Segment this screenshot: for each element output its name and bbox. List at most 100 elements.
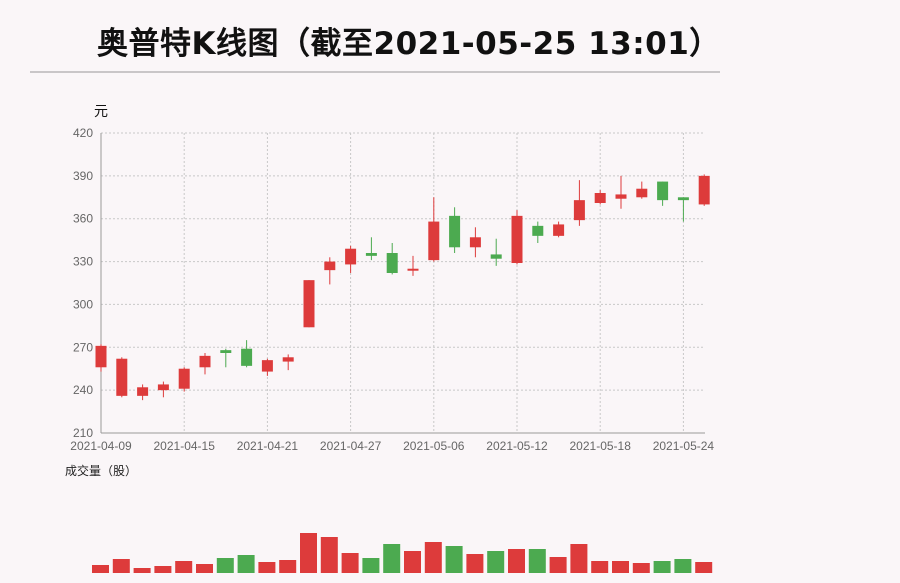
volume-bars: [92, 533, 713, 573]
candle: [469, 227, 481, 258]
candle-body: [157, 384, 169, 391]
candle-body: [698, 175, 710, 205]
candle-body: [511, 215, 523, 263]
volume-label: 成交量（股）: [65, 463, 137, 478]
volume-bar: [362, 558, 380, 573]
y-tick-label: 390: [73, 169, 93, 183]
candle: [511, 210, 523, 265]
x-tick-label: 2021-05-06: [403, 439, 465, 453]
candle: [345, 245, 357, 273]
candle-body: [220, 350, 232, 353]
candle-body: [365, 253, 377, 256]
candle: [261, 358, 273, 376]
title-divider: [30, 71, 720, 73]
x-tick-label: 2021-05-24: [653, 439, 715, 453]
volume-bar: [404, 551, 421, 573]
candle: [657, 181, 669, 206]
x-tick-label: 2021-05-12: [486, 439, 548, 453]
candle-body: [407, 268, 419, 271]
candle-body: [324, 261, 336, 271]
candle: [282, 354, 294, 371]
volume-bar: [258, 562, 276, 573]
candle-body: [345, 248, 357, 265]
candle: [553, 221, 565, 238]
volume-bar: [549, 557, 567, 573]
candle: [677, 197, 689, 222]
volume-bar: [175, 561, 193, 573]
volume-bar: [632, 563, 650, 573]
candle-body: [178, 368, 190, 389]
candle-body: [677, 197, 689, 201]
candle-body: [95, 345, 107, 368]
candle-body: [282, 357, 294, 362]
candle: [178, 367, 190, 392]
x-tick-labels: 2021-04-09 2021-04-15 2021-04-21 2021-04-27…: [70, 439, 714, 453]
volume-bar: [487, 551, 505, 573]
volume-bar: [279, 560, 297, 573]
volume-bar: [341, 553, 359, 573]
y-tick-label: 210: [73, 426, 93, 440]
volume-bar: [508, 549, 525, 573]
candle: [199, 353, 211, 375]
volume-bar: [612, 561, 629, 573]
candle: [95, 344, 107, 372]
grid: [101, 132, 705, 433]
volume-bar: [196, 564, 213, 573]
candle: [428, 197, 440, 262]
candle-body: [490, 254, 502, 259]
volume-bar: [424, 542, 442, 573]
x-tick-label: 2021-04-09: [70, 439, 132, 453]
candle: [615, 175, 627, 209]
candle: [241, 340, 253, 368]
y-tick-label: 420: [73, 126, 93, 140]
candle-body: [241, 348, 253, 366]
x-tick-label: 2021-04-15: [154, 439, 216, 453]
price-unit-label: 元: [94, 104, 108, 120]
candle-body: [657, 181, 669, 201]
volume-bar: [445, 546, 463, 573]
candle-body: [261, 360, 273, 372]
volume-bar: [653, 561, 671, 573]
candle: [386, 243, 398, 275]
volume-bar: [570, 544, 588, 573]
y-tick-label: 270: [73, 340, 93, 354]
candle: [407, 255, 419, 276]
chart-title: 奥普特K线图（截至2021-05-25 13:01）: [97, 26, 721, 62]
y-tick-label: 330: [73, 255, 93, 269]
volume-bar: [112, 559, 130, 573]
volume-bar: [695, 562, 713, 573]
candle: [698, 174, 710, 206]
volume-bar: [591, 561, 609, 573]
candle: [220, 348, 232, 368]
candle: [116, 357, 128, 398]
axes: [100, 133, 705, 434]
candle-body: [532, 225, 544, 236]
volume-bar: [92, 565, 109, 573]
candle: [303, 280, 315, 328]
candle-body: [594, 193, 606, 203]
candle-body: [469, 237, 481, 248]
candle: [594, 190, 606, 205]
volume-bar: [237, 555, 255, 573]
candle-body: [303, 280, 315, 328]
candle-body: [615, 194, 627, 199]
volume-bar: [133, 568, 151, 573]
x-tick-label: 2021-04-21: [237, 439, 299, 453]
volume-bar: [216, 558, 234, 573]
y-tick-label: 240: [73, 383, 93, 397]
volume-bar: [383, 544, 401, 573]
x-tick-label: 2021-05-18: [570, 439, 632, 453]
volume-bar: [154, 566, 172, 573]
candle-body: [428, 221, 440, 261]
candle-body: [199, 355, 211, 368]
volume-bar: [674, 559, 692, 573]
volume-bar: [320, 537, 338, 573]
x-tick-label: 2021-04-27: [320, 439, 382, 453]
candle: [490, 238, 502, 266]
y-tick-label: 300: [73, 297, 93, 311]
candle-body: [636, 188, 648, 198]
candle-body: [449, 215, 461, 248]
candle: [573, 180, 585, 226]
candle: [449, 207, 461, 253]
